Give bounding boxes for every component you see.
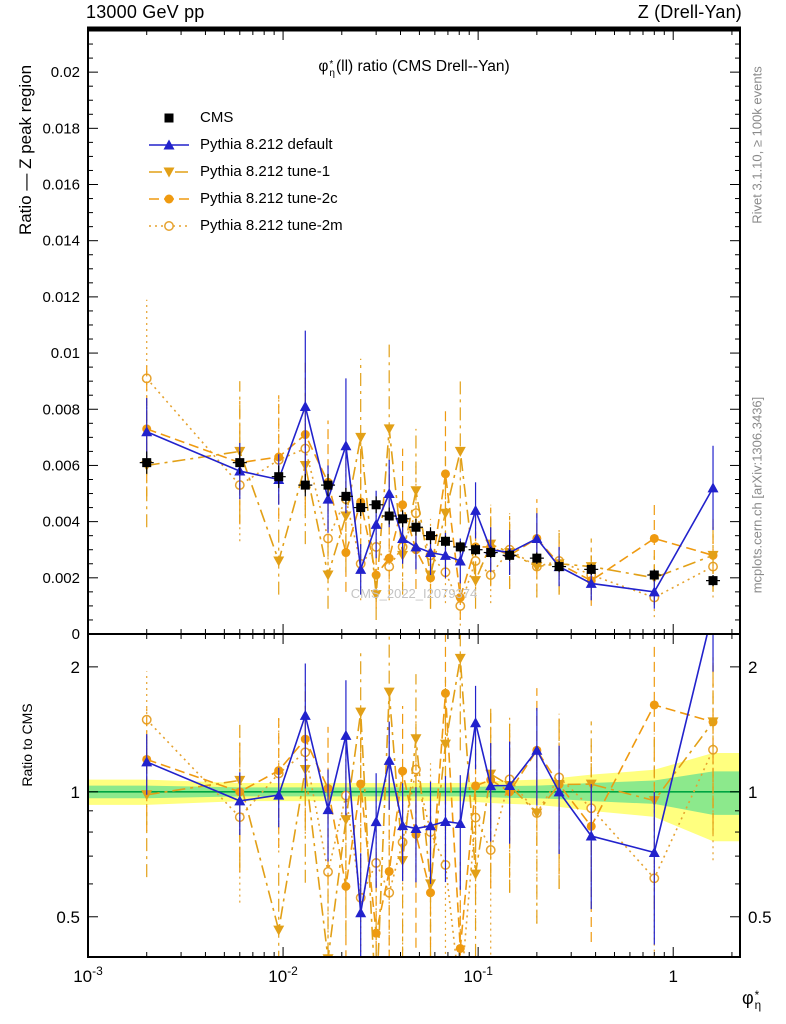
svg-text:1: 1 — [748, 783, 757, 802]
svg-text:0.014: 0.014 — [42, 233, 80, 250]
title-phi: φ — [318, 58, 329, 75]
svg-text:2: 2 — [71, 658, 80, 677]
beam-energy-label: 13000 GeV pp — [86, 2, 205, 22]
cms-marker-icon — [148, 110, 190, 126]
svg-text:0.008: 0.008 — [42, 401, 80, 418]
plot-title: φ * η (ll) ratio (CMS Drell--Yan) — [88, 58, 740, 78]
svg-text:1: 1 — [668, 967, 677, 986]
legend-label-tune-2c: Pythia 8.212 tune-2c — [200, 190, 338, 207]
svg-text:0.01: 0.01 — [51, 345, 80, 362]
title-supsub: * η — [329, 58, 335, 79]
legend-item-pythia-default: Pythia 8.212 default — [148, 131, 343, 158]
svg-text:0.006: 0.006 — [42, 457, 80, 474]
svg-text:10-2: 10-2 — [268, 964, 298, 986]
legend: CMS Pythia 8.212 default Pythia 8.212 tu… — [148, 104, 343, 239]
svg-text:2: 2 — [748, 658, 757, 677]
process-label: Z (Drell-Yan) — [637, 2, 742, 22]
svg-text:10-3: 10-3 — [73, 964, 103, 986]
legend-item-tune-1: Pythia 8.212 tune-1 — [148, 158, 343, 185]
title-rest: (ll) ratio (CMS Drell--Yan) — [336, 58, 510, 75]
svg-text:0.004: 0.004 — [42, 514, 80, 531]
legend-item-cms: CMS — [148, 104, 343, 131]
xlabel-phi: φ — [742, 988, 754, 1008]
legend-label-tune-1: Pythia 8.212 tune-1 — [200, 163, 331, 180]
x-axis-label: φ * η — [742, 988, 762, 1013]
svg-text:0.018: 0.018 — [42, 120, 80, 137]
analysis-watermark: CMS_2022_I2079374 — [350, 586, 478, 601]
svg-text:0.002: 0.002 — [42, 570, 80, 587]
svg-text:0.012: 0.012 — [42, 289, 80, 306]
rivet-version-note: Rivet 3.1.10, ≥ 100k events — [749, 66, 765, 224]
svg-text:10-1: 10-1 — [463, 964, 493, 986]
legend-label-cms: CMS — [200, 109, 234, 126]
svg-text:1: 1 — [71, 783, 80, 802]
legend-label-tune-2m: Pythia 8.212 tune-2m — [200, 217, 343, 234]
svg-text:0.5: 0.5 — [748, 908, 772, 927]
main-y-axis-label: Ratio — Z peak region — [16, 64, 35, 236]
legend-label-pythia-default: Pythia 8.212 default — [200, 136, 333, 153]
svg-text:0.02: 0.02 — [51, 64, 80, 81]
tune-1-marker-icon — [148, 164, 190, 180]
svg-text:0.5: 0.5 — [56, 908, 80, 927]
pythia-default-marker-icon — [148, 137, 190, 153]
mcplots-credit-note: mcplots.cern.ch [arXiv:1306.3436] — [749, 396, 765, 594]
legend-item-tune-2m: Pythia 8.212 tune-2m — [148, 212, 343, 239]
svg-text:0: 0 — [72, 626, 80, 643]
tune-2c-marker-icon — [148, 191, 190, 207]
ratio-y-axis-label: Ratio to CMS — [19, 703, 35, 787]
svg-text:0.016: 0.016 — [42, 177, 80, 194]
xlabel-supsub: * η — [754, 989, 762, 1013]
legend-item-tune-2c: Pythia 8.212 tune-2c — [148, 185, 343, 212]
tune-2m-marker-icon — [148, 218, 190, 234]
header: 13000 GeV pp Z (Drell-Yan) — [86, 2, 742, 23]
